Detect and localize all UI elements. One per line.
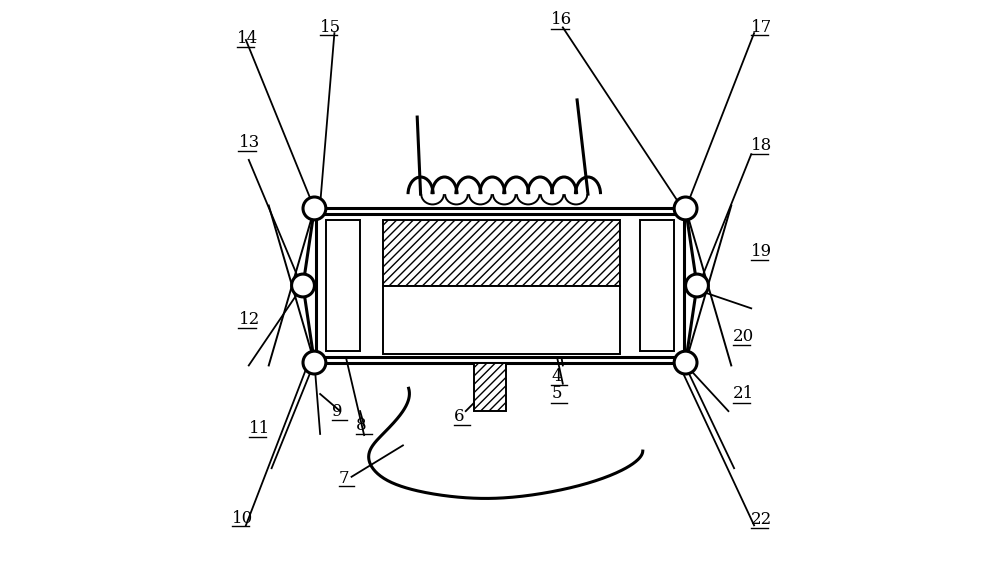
Text: 20: 20 [733,328,754,345]
Text: 8: 8 [356,417,367,434]
Bar [383,286,620,354]
Text: 9: 9 [332,403,342,420]
Circle shape [292,274,314,297]
Circle shape [674,351,697,374]
Text: 16: 16 [551,11,573,29]
Text: 17: 17 [751,19,772,36]
Text: 13: 13 [238,134,260,151]
Bar [640,220,674,351]
Text: 12: 12 [238,311,260,328]
Circle shape [303,351,326,374]
Text: 22: 22 [751,511,772,528]
Bar [326,220,360,351]
Text: 4: 4 [551,368,562,385]
Circle shape [674,197,697,220]
Text: 11: 11 [249,420,270,437]
Text: 15: 15 [320,19,341,36]
Text: 19: 19 [751,243,772,260]
Bar [474,363,506,411]
Circle shape [686,274,708,297]
Text: 18: 18 [751,137,772,154]
Text: 6: 6 [454,408,465,425]
Text: 21: 21 [733,385,754,403]
Text: 5: 5 [551,385,562,403]
Text: 7: 7 [339,470,350,487]
Bar [316,214,684,357]
Text: 10: 10 [232,510,253,527]
Text: 14: 14 [237,30,259,47]
Bar [383,220,620,286]
Circle shape [303,197,326,220]
